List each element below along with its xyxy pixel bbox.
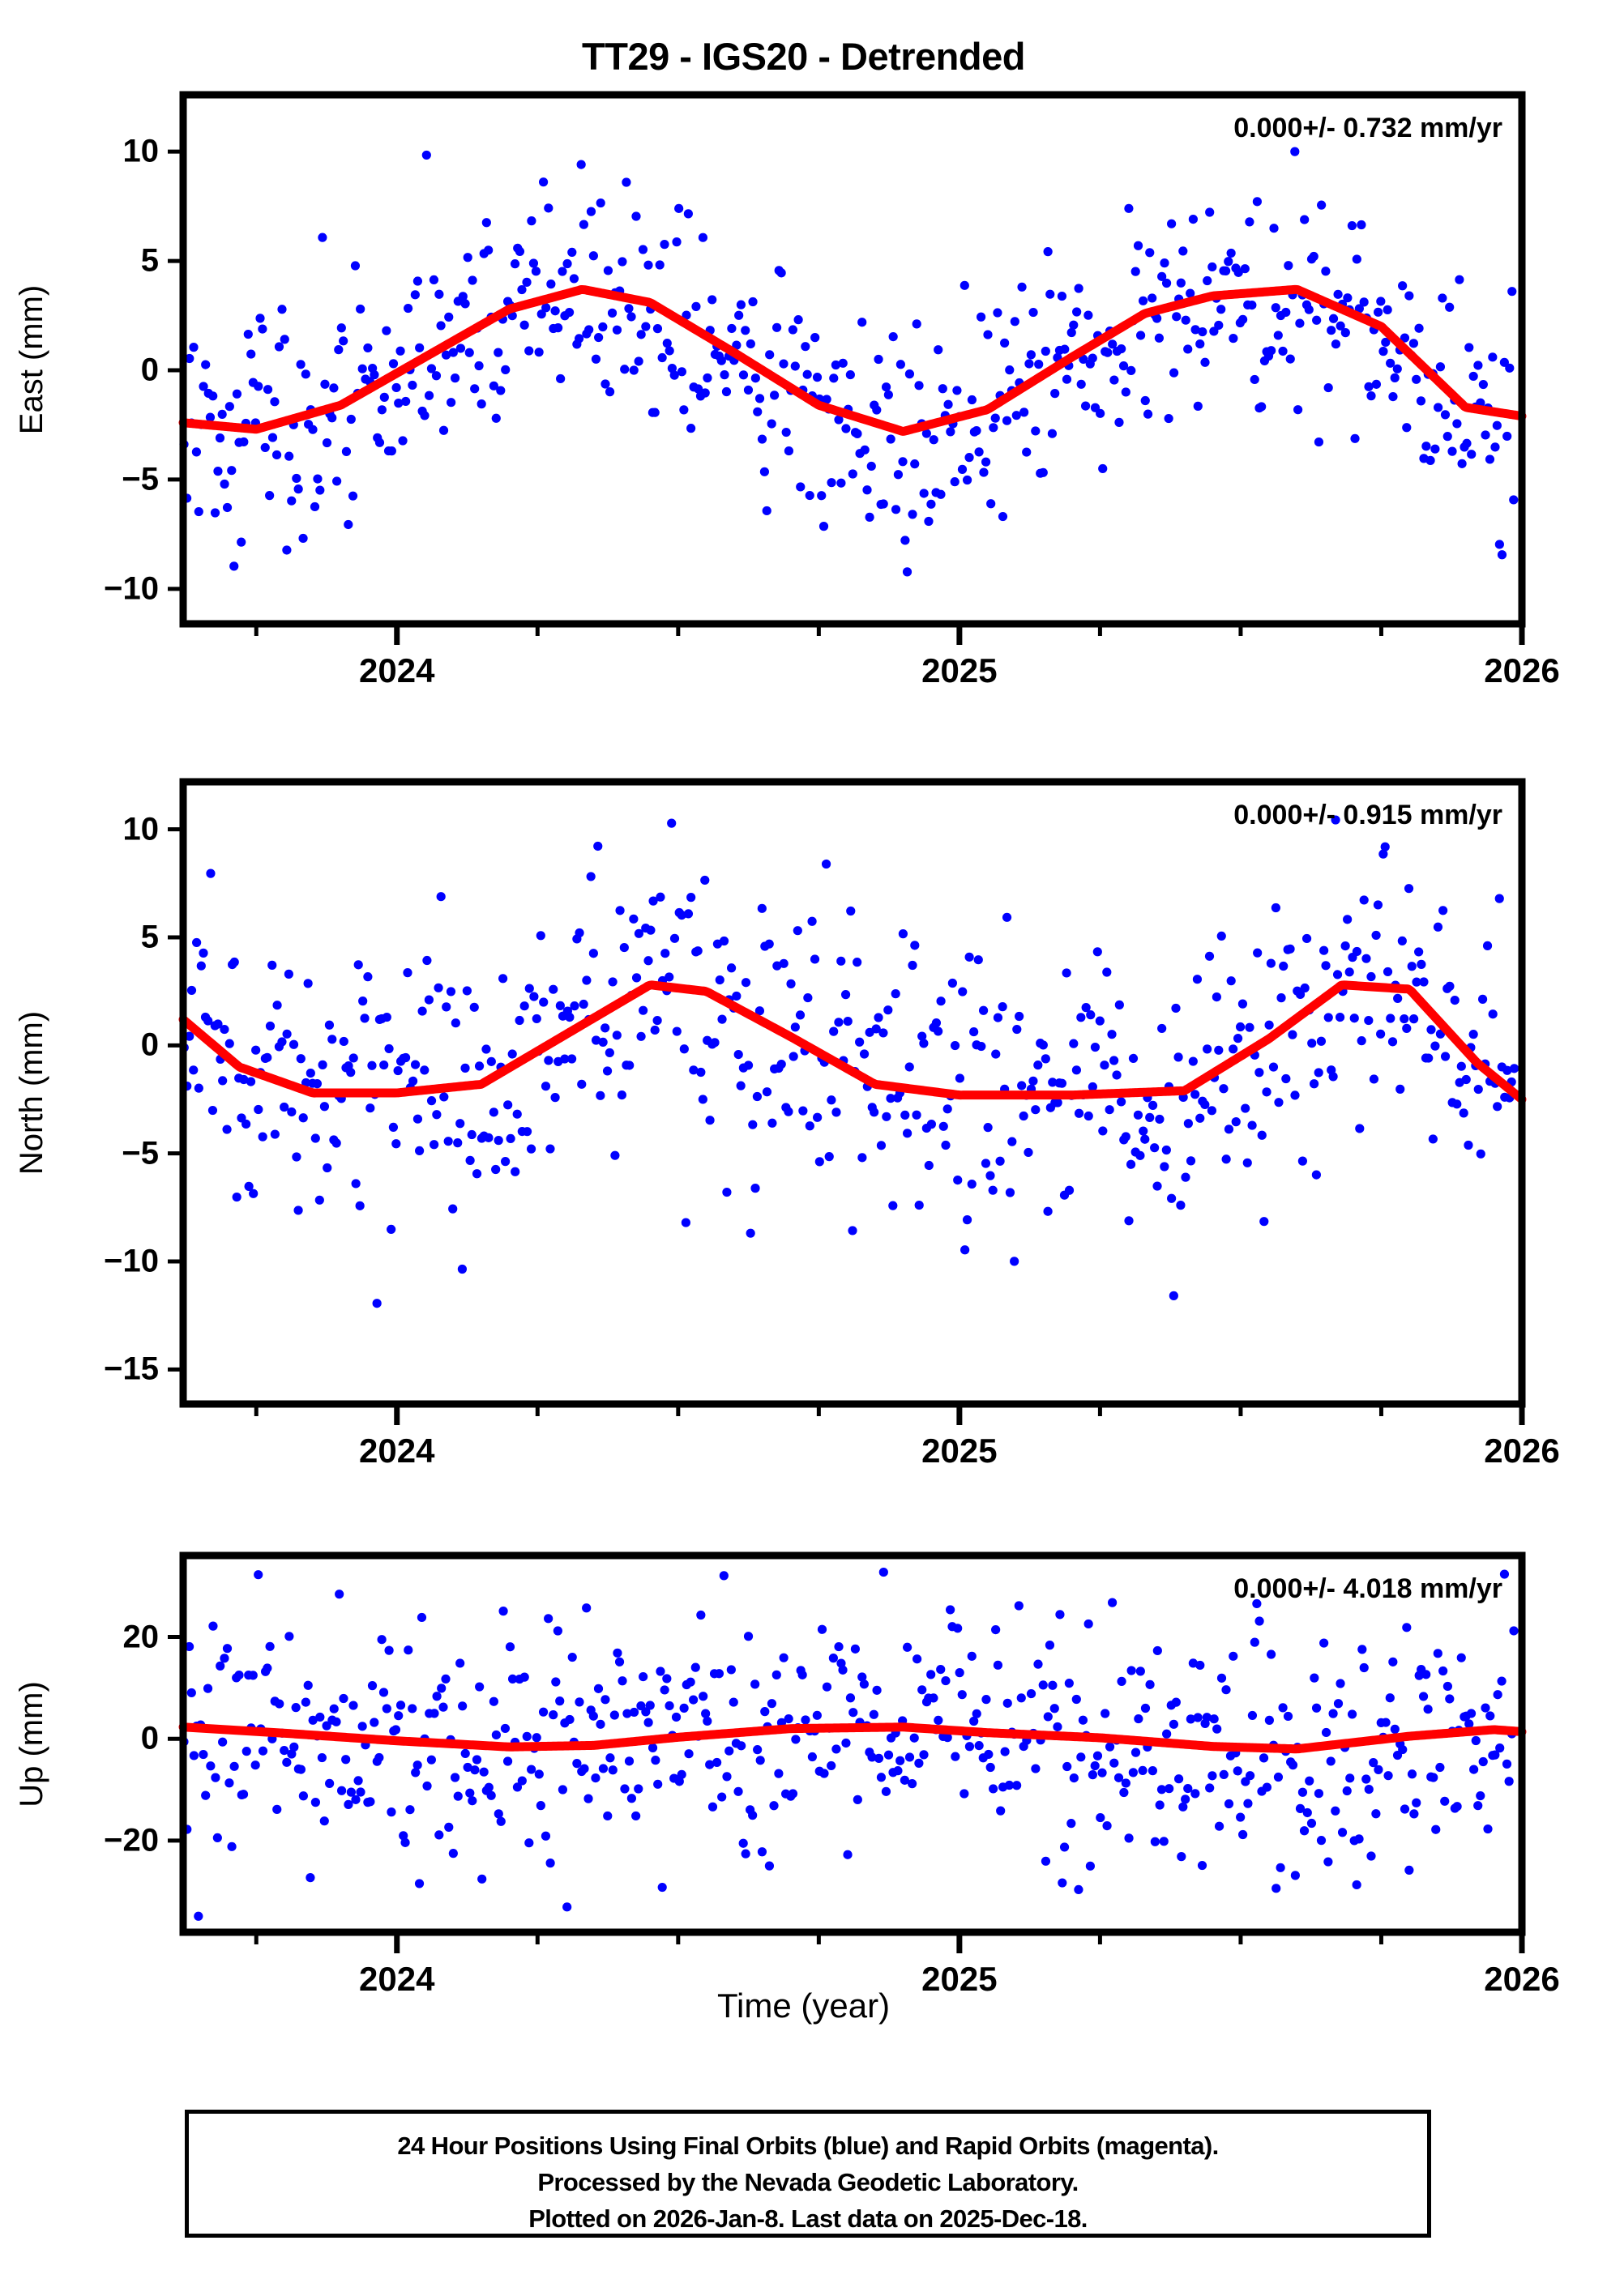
panel-up: 20 0 −20 2024 2025 2026 Up (mm) 0.000+/- 4.018 … — [14, 1551, 1560, 1998]
caption-box: 24 Hour Positions Using Final Orbits (bl… — [185, 2110, 1431, 2238]
caption-line-3: Plotted on 2026-Jan-8. Last data on 2025… — [528, 2204, 1088, 2233]
ytick-label-east-1: 5 — [140, 242, 159, 279]
panel-north: 10 5 0 −5 −10 −15 2024 2025 2026 North (mm) 0.000+… — [14, 778, 1560, 1470]
ytick-label-north-1: 5 — [140, 919, 159, 955]
xtick-label-up-0: 2024 — [359, 1960, 435, 1998]
axis-frame-north — [179, 778, 1526, 1408]
ytick-label-east-4: −10 — [104, 570, 159, 607]
ytick-label-up-0: 20 — [122, 1619, 160, 1655]
xtick-label-up-2: 2026 — [1484, 1960, 1560, 1998]
fit-curve-up — [178, 1722, 1527, 1754]
caption-line-1: 24 Hour Positions Using Final Orbits (bl… — [397, 2132, 1219, 2160]
plot-area-north — [168, 778, 1527, 1425]
xtick-label-north-0: 2024 — [359, 1432, 435, 1470]
y-ticks-north — [168, 827, 183, 1372]
plot-area-east — [168, 91, 1527, 645]
scatter-points-north — [179, 815, 1519, 1308]
x-ticks-up — [254, 1932, 1525, 1953]
x-ticks-east — [254, 624, 1525, 645]
ylabel-up: Up (mm) — [14, 1680, 49, 1807]
axis-frame-up — [179, 1551, 1526, 1936]
ytick-label-up-2: −20 — [104, 1822, 159, 1859]
caption-line-2: Processed by the Nevada Geodetic Laborat… — [537, 2168, 1079, 2196]
xtick-label-north-1: 2025 — [921, 1432, 998, 1470]
ytick-label-east-2: 0 — [140, 352, 159, 388]
rate-annotation-east: 0.000+/- 0.732 mm/yr — [1233, 113, 1502, 143]
fit-curve-east — [178, 284, 1527, 436]
ytick-label-up-1: 0 — [140, 1720, 159, 1756]
plot-area-up — [168, 1551, 1527, 1953]
ylabel-east: East (mm) — [14, 284, 49, 434]
scatter-points-east — [179, 147, 1519, 577]
xtick-label-up-1: 2025 — [921, 1960, 998, 1998]
xtick-label-east-1: 2025 — [921, 651, 998, 689]
ylabel-north: North (mm) — [14, 1010, 49, 1176]
ytick-label-east-3: −5 — [122, 461, 159, 497]
ytick-label-east-0: 10 — [122, 133, 160, 169]
fit-curve-north — [178, 980, 1527, 1104]
y-ticks-east — [168, 149, 183, 591]
rate-annotation-up: 0.000+/- 4.018 mm/yr — [1233, 1573, 1502, 1604]
rate-annotation-north: 0.000+/- 0.915 mm/yr — [1233, 800, 1502, 830]
ytick-label-north-0: 10 — [122, 811, 160, 847]
xtick-label-east-0: 2024 — [359, 651, 435, 689]
axis-frame-east — [179, 91, 1526, 628]
xtick-label-north-2: 2026 — [1484, 1432, 1560, 1470]
xaxis-title: Time (year) — [716, 1987, 891, 2025]
ytick-label-north-3: −5 — [122, 1135, 159, 1171]
x-ticks-north — [254, 1404, 1525, 1425]
panel-east: 10 5 0 −5 −10 2024 2025 2026 East (mm) 0.000+/- 0… — [14, 91, 1560, 689]
y-ticks-up — [168, 1635, 183, 1843]
xtick-label-east-2: 2026 — [1484, 651, 1560, 689]
ytick-label-north-5: −15 — [104, 1351, 159, 1387]
ytick-label-north-2: 0 — [140, 1026, 159, 1063]
ytick-label-north-4: −10 — [104, 1243, 159, 1279]
page-title: TT29 - IGS20 - Detrended — [582, 35, 1025, 78]
